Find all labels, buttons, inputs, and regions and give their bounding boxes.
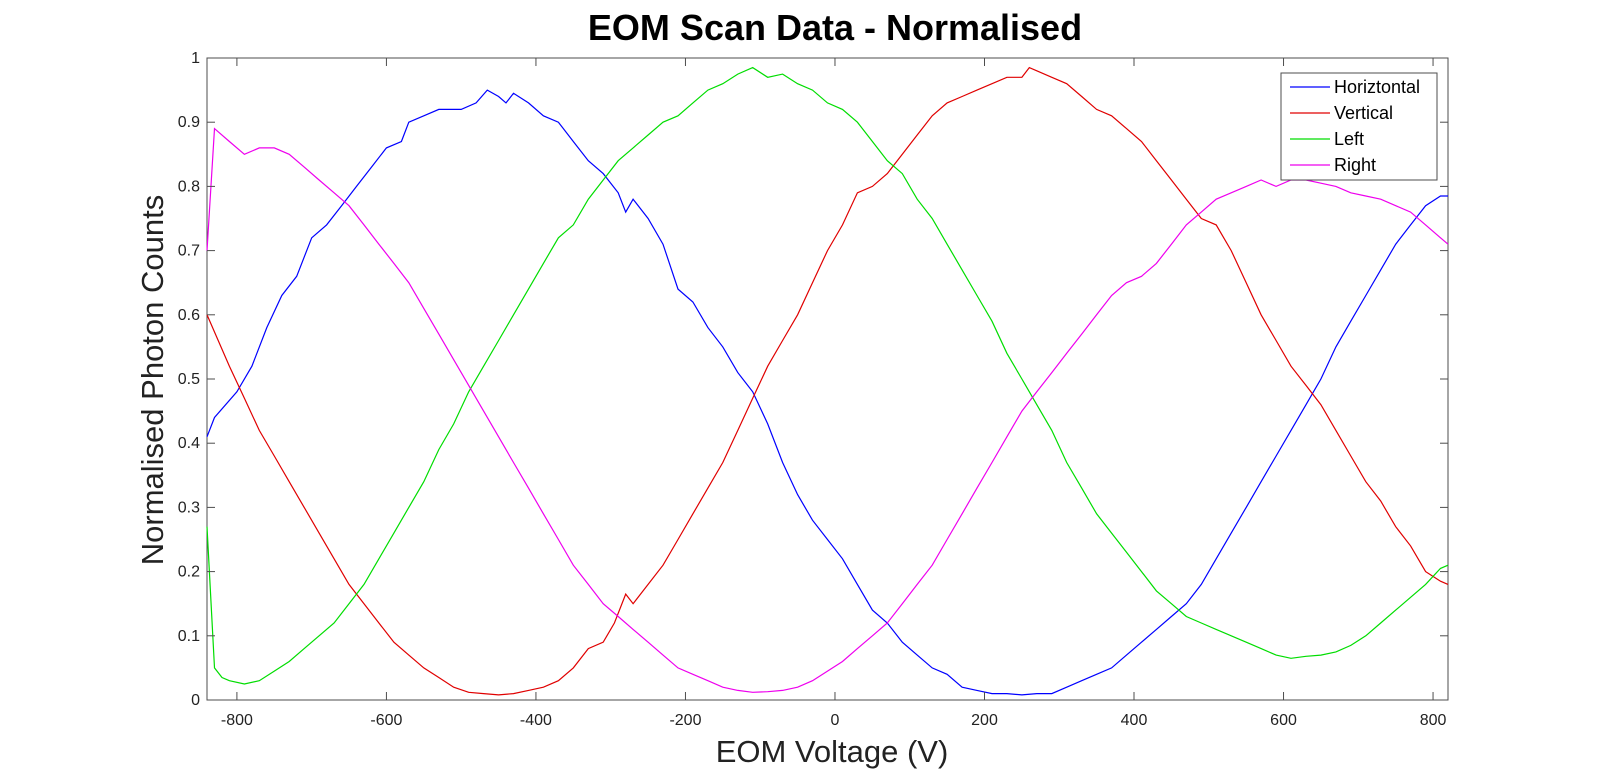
x-tick-label: -200 xyxy=(669,712,701,729)
legend-label: Right xyxy=(1334,155,1376,175)
x-tick-label: 800 xyxy=(1420,712,1447,729)
y-tick-label: 0.3 xyxy=(178,499,200,516)
legend-label: Vertical xyxy=(1334,103,1393,123)
y-tick-label: 0.7 xyxy=(178,243,200,260)
y-tick-label: 0.9 xyxy=(178,114,200,131)
legend-label: Horiztontal xyxy=(1334,77,1420,97)
y-tick-label: 0.8 xyxy=(178,178,200,195)
y-tick-label: 0.1 xyxy=(178,628,200,645)
x-tick-label: -400 xyxy=(520,712,552,729)
x-tick-label: 0 xyxy=(831,712,840,729)
y-tick-label: 0.5 xyxy=(178,371,200,388)
y-tick-label: 0.2 xyxy=(178,564,200,581)
x-tick-label: -800 xyxy=(221,712,253,729)
x-tick-label: 600 xyxy=(1270,712,1297,729)
y-tick-label: 0.6 xyxy=(178,307,200,324)
legend: Horiztontal Vertical Left Right xyxy=(1280,72,1438,181)
x-axis-label: EOM Voltage (V) xyxy=(716,734,949,769)
series-line-left xyxy=(206,66,1449,685)
y-tick-label: 0.4 xyxy=(178,435,200,452)
axis-ticks: -800 -600 -400 -200 0 200 400 600 800 0 0.1 0.2 0.3 0… xyxy=(178,50,1448,729)
series-line-horiztontal xyxy=(206,89,1448,696)
x-tick-label: 200 xyxy=(971,712,998,729)
y-tick-label: 1 xyxy=(191,50,200,67)
legend-box xyxy=(1280,72,1438,181)
x-tick-label: -600 xyxy=(370,712,402,729)
x-tick-label: 400 xyxy=(1121,712,1148,729)
chart-title: EOM Scan Data - Normalised xyxy=(588,7,1082,48)
series-line-vertical xyxy=(206,66,1449,696)
series-line-right xyxy=(206,127,1449,693)
legend-label: Left xyxy=(1334,129,1364,149)
series-group xyxy=(206,66,1449,696)
y-axis-label: Normalised Photon Counts xyxy=(135,195,170,565)
plot-frame xyxy=(206,57,1449,701)
y-tick-label: 0 xyxy=(191,692,200,709)
